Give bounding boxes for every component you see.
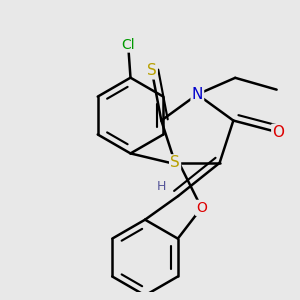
Text: S: S <box>147 63 157 78</box>
Text: H: H <box>157 180 166 193</box>
Text: N: N <box>192 87 203 102</box>
Text: S: S <box>170 155 180 170</box>
Text: Cl: Cl <box>121 38 135 52</box>
Text: O: O <box>196 201 207 215</box>
Text: O: O <box>272 125 284 140</box>
